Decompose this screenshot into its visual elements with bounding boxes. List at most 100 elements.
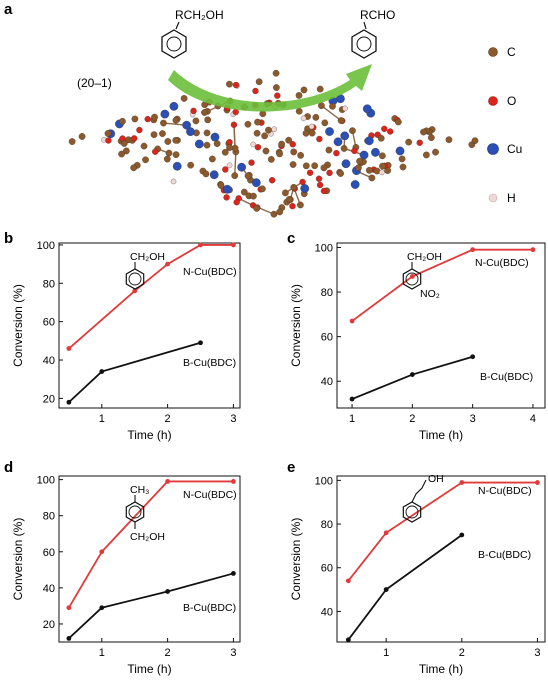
series-label-bcu: B-Cu(BDC) — [183, 357, 236, 369]
carbon-atom — [221, 148, 229, 156]
benzene-ring-icon — [402, 268, 422, 290]
oxygen-atom — [289, 203, 296, 210]
y-tick-label: 80 — [43, 511, 55, 523]
copper-atom — [395, 146, 405, 156]
carbon-atom — [209, 155, 216, 163]
y-tick-label: 100 — [37, 475, 55, 487]
hydrogen-atom — [226, 162, 233, 169]
carbon-atom — [267, 156, 275, 163]
carbon-atom — [290, 148, 298, 156]
y-axis-label: Conversion (%) — [11, 518, 25, 601]
oxygen-atom — [351, 147, 358, 155]
carbon-atom — [379, 162, 386, 170]
data-point — [349, 318, 355, 324]
carbon-atom — [118, 150, 125, 158]
carbon-atom — [131, 115, 139, 123]
series-label-bcu: B-Cu(BDC) — [478, 549, 531, 561]
carbon-atom — [240, 188, 248, 196]
carbon-atom — [445, 136, 453, 144]
carbon-atom — [192, 117, 200, 125]
data-point — [66, 399, 72, 405]
reactant-structure: RCH₂OH — [161, 8, 224, 59]
hydrogen-atom — [342, 105, 348, 112]
x-axis-label: Time (h) — [419, 428, 463, 442]
copper-atom — [209, 170, 219, 180]
oxygen-atom — [232, 81, 240, 89]
y-axis-label: Conversion (%) — [289, 518, 303, 601]
oxygen-atom — [230, 121, 238, 128]
series-line-ncu — [68, 480, 234, 609]
legend-label-o: O — [507, 94, 516, 108]
oxygen-atom — [222, 166, 229, 173]
carbon-atom — [356, 157, 363, 165]
substrate-structure: CH₂OH NO₂ — [402, 251, 442, 300]
copper-atom — [371, 148, 380, 157]
legend-label-h: H — [507, 191, 516, 205]
data-point — [409, 274, 415, 279]
carbon-atom — [377, 134, 385, 142]
carbon-atom — [282, 189, 289, 197]
oxygen-atom — [320, 187, 328, 195]
panel-label-d: d — [4, 459, 13, 476]
data-point — [99, 605, 105, 611]
copper-atom — [341, 159, 351, 169]
series-line-bcu — [347, 534, 463, 641]
carbon-atom — [163, 155, 171, 163]
copper-atom — [222, 184, 232, 194]
legend-item-h: H — [488, 191, 516, 205]
carbon-atom — [312, 114, 320, 121]
carbon-atom — [340, 145, 348, 152]
carbon-atom — [261, 132, 268, 140]
copper-atom — [325, 127, 334, 136]
carbon-atom — [405, 138, 413, 146]
x-tick-label: 3 — [230, 413, 236, 425]
carbon-atom — [355, 164, 362, 172]
carbon-atom — [318, 102, 325, 110]
lattice-bond — [234, 151, 237, 176]
hydrogen-atom-swatch — [488, 193, 498, 203]
carbon-atom — [349, 127, 356, 134]
oxygen-atom — [223, 194, 230, 201]
oxygen-atom — [233, 199, 240, 206]
chart-panel-e: e 1 2 3 40 60 80 100 Time (h) Conversion (%) N-Cu(… — [287, 459, 546, 676]
plot-frame — [58, 475, 241, 643]
panel-label-b: b — [4, 230, 13, 247]
panel-a: a RCH₂OH RCHO (20–1) C — [4, 1, 522, 218]
plot-frame — [58, 242, 241, 409]
carbon-atom — [320, 164, 328, 172]
carbon-atom — [120, 140, 128, 147]
y-axis-label: Conversion (%) — [289, 284, 303, 367]
y-tick-label: 100 — [315, 475, 333, 487]
carbon-atom — [254, 118, 261, 126]
data-point — [198, 242, 203, 248]
x-tick-label: 2 — [165, 413, 171, 425]
plot-frame — [336, 475, 546, 643]
y-tick-label: 40 — [321, 606, 333, 618]
x-tick-label: 1 — [99, 647, 105, 659]
oxygen-atom — [254, 144, 262, 151]
y-axis-label: Conversion (%) — [11, 284, 25, 367]
series-line-bcu — [351, 355, 473, 400]
carbon-atom — [172, 116, 180, 124]
data-point — [66, 635, 72, 641]
carbon-atom — [300, 86, 308, 94]
carbon-atom — [394, 118, 402, 126]
x-axis-label: Time (h) — [127, 662, 171, 676]
copper-atom — [350, 180, 360, 189]
oxygen-atom — [190, 107, 197, 115]
x-tick-label: 1 — [99, 413, 105, 425]
carbon-atom — [427, 134, 435, 142]
lattice-bond — [233, 124, 236, 149]
carbon-atom — [471, 137, 479, 144]
carbon-atom — [140, 142, 148, 150]
carbon-atom — [285, 136, 293, 144]
oxygen-atom — [136, 126, 143, 134]
oxygen-atom — [274, 92, 281, 99]
oxygen-atom — [306, 169, 314, 176]
data-point — [345, 578, 351, 584]
series-label-ncu: N-Cu(BDC) — [183, 489, 237, 501]
carbon-atom — [265, 126, 272, 134]
y-tick-label: 80 — [321, 519, 333, 531]
carbon-atom — [250, 192, 257, 200]
data-point — [383, 587, 389, 592]
